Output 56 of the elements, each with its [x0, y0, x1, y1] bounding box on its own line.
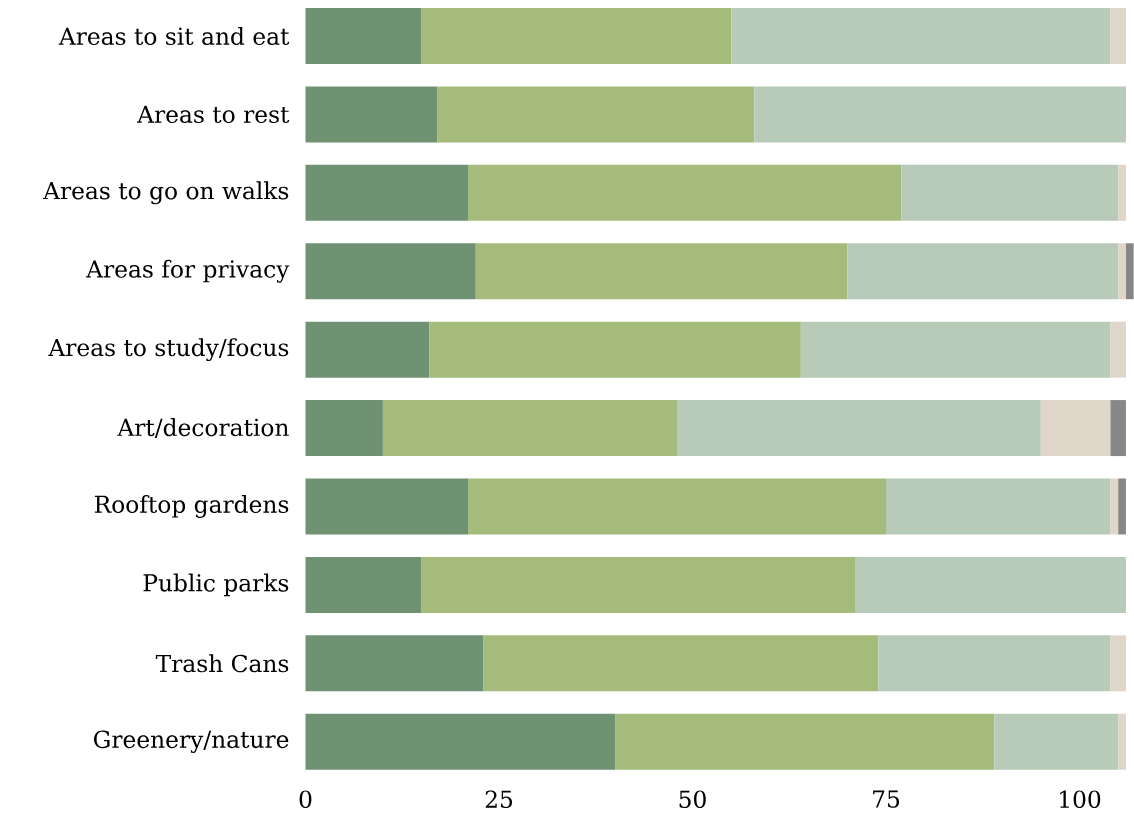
bar [1118, 164, 1126, 221]
bar [1118, 713, 1126, 770]
bar [615, 713, 995, 770]
bar [429, 321, 801, 378]
bar [800, 321, 1111, 378]
bar [731, 8, 1111, 64]
x-tick-label: 75 [873, 790, 900, 808]
bar [305, 243, 476, 300]
y-tick-label: Areas to rest [137, 105, 290, 124]
bar [305, 8, 422, 64]
bar [1118, 478, 1126, 535]
bar [886, 478, 1111, 535]
bar [847, 243, 1119, 300]
x-tick-label: 0 [299, 790, 312, 809]
y-tick-label: Areas to sit and eat [58, 26, 290, 46]
bar [437, 86, 755, 143]
y-tick-label: Areas to study/focus [48, 338, 289, 362]
bar [677, 400, 1041, 457]
y-tick-label: Art/decoration [117, 418, 289, 439]
bar [305, 86, 438, 143]
bar [994, 713, 1119, 770]
bar [754, 86, 1126, 143]
bar [305, 713, 616, 770]
bar [421, 556, 856, 613]
bar [1125, 243, 1134, 300]
bar [305, 635, 484, 692]
x-tick-label: 50 [679, 790, 706, 809]
bar [475, 243, 848, 300]
bar [305, 321, 430, 378]
bar [382, 400, 678, 457]
y-tick-label: Areas for privacy [86, 259, 290, 283]
bar [901, 164, 1119, 221]
bar [1040, 400, 1111, 457]
bar [421, 8, 732, 64]
y-tick-label: Greenery/nature [94, 730, 289, 753]
bar [483, 635, 879, 692]
bar [1110, 478, 1119, 535]
bar [878, 635, 1111, 692]
bar [1118, 243, 1126, 300]
bar [855, 556, 1126, 613]
bar [468, 164, 902, 221]
y-tick-label: Trash Cans [155, 654, 289, 673]
x-tick-label: 100 [1060, 790, 1101, 809]
bar [305, 164, 469, 221]
bar [305, 400, 383, 457]
bar [305, 478, 469, 535]
x-tick-label: 25 [485, 790, 513, 809]
bar [1110, 400, 1126, 457]
bar [1110, 321, 1126, 378]
y-tick-label: Areas to go on walks [42, 181, 289, 205]
bar [468, 478, 886, 535]
bar [1110, 8, 1126, 64]
y-tick-label: Public parks [143, 573, 289, 597]
bar [1110, 635, 1126, 692]
y-tick-label: Rooftop gardens [94, 495, 289, 518]
bar [305, 556, 422, 613]
